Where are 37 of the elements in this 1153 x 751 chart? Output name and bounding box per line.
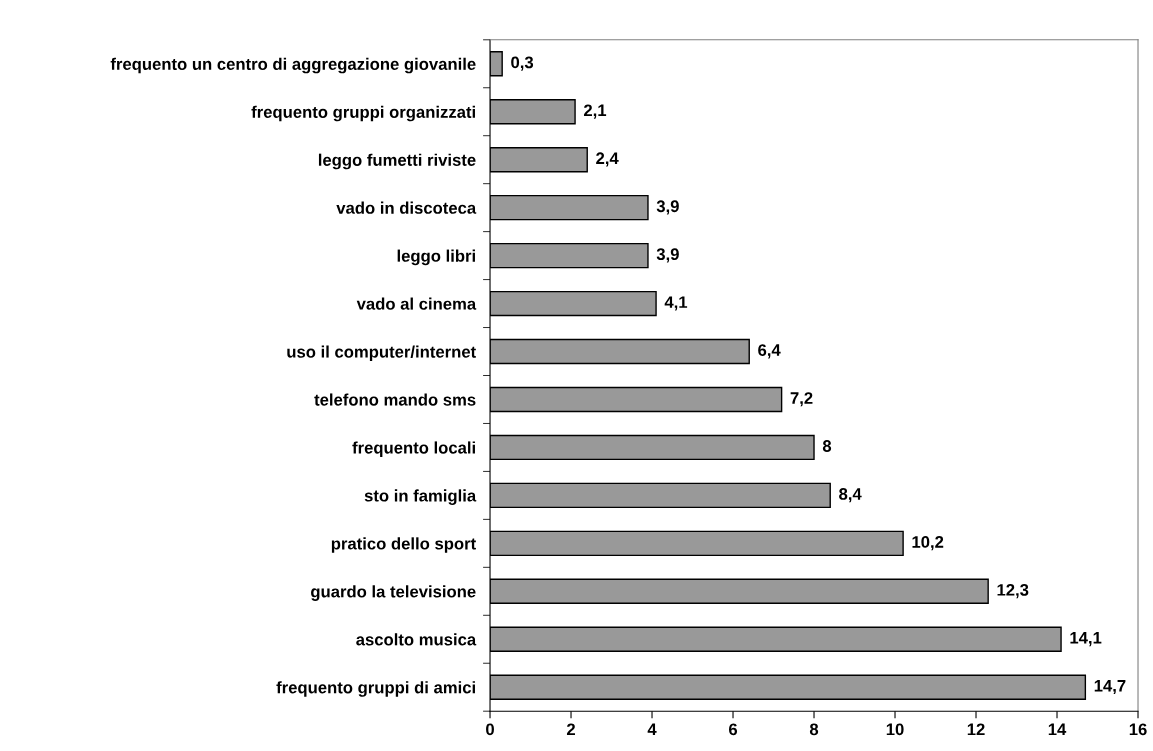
x-tick-label: 10 (886, 723, 904, 736)
x-tick-label: 14 (1048, 723, 1067, 736)
data-label: 7,2 (790, 392, 813, 407)
y-tick-label: vado in discoteca (336, 201, 477, 214)
y-tick-label: frequento locali (352, 441, 475, 457)
y-tick-label: ascolto musica (356, 633, 477, 646)
y-tick-label: vado al cinema (356, 297, 477, 310)
data-label: 3,9 (656, 200, 679, 215)
data-label: 12,3 (997, 583, 1029, 599)
data-label: 8 (822, 440, 832, 452)
y-tick-label: telefono mando sms (314, 393, 476, 406)
y-tick-label: guardo la televisione (311, 585, 476, 601)
y-tick-label: frequento gruppi organizzati (251, 105, 475, 122)
data-label: 0,3 (511, 56, 534, 71)
y-tick-label: leggo fumetti riviste (318, 153, 476, 170)
y-tick-label: frequento un centro di aggregazione giovanile (110, 57, 476, 74)
x-tick-label: 8 (809, 723, 819, 736)
x-tick-label: 0 (486, 723, 494, 736)
data-label: 2,1 (583, 104, 607, 119)
data-label: 8,4 (839, 488, 862, 503)
data-label: 14,7 (1094, 680, 1126, 695)
data-label: 3,9 (656, 248, 679, 263)
data-label: 4,1 (664, 296, 688, 311)
data-label: 14,1 (1070, 632, 1102, 647)
y-tick-label: sto in famiglia (364, 489, 477, 505)
x-tick-label: 6 (729, 723, 738, 736)
y-tick-label: uso il computer/internet (287, 345, 476, 362)
x-tick-label: 2 (566, 723, 575, 736)
x-tick-label: 16 (1129, 723, 1147, 736)
y-tick-label: frequento gruppi di amici (276, 681, 475, 697)
data-label: 6,4 (758, 344, 781, 359)
data-label: 10,2 (912, 536, 944, 551)
x-tick-label: 4 (647, 723, 657, 736)
y-tick-label: pratico dello sport (331, 537, 476, 553)
y-tick-label: leggo libri (397, 249, 475, 266)
data-label: 2,4 (596, 152, 619, 167)
x-tick-label: 12 (967, 723, 985, 736)
